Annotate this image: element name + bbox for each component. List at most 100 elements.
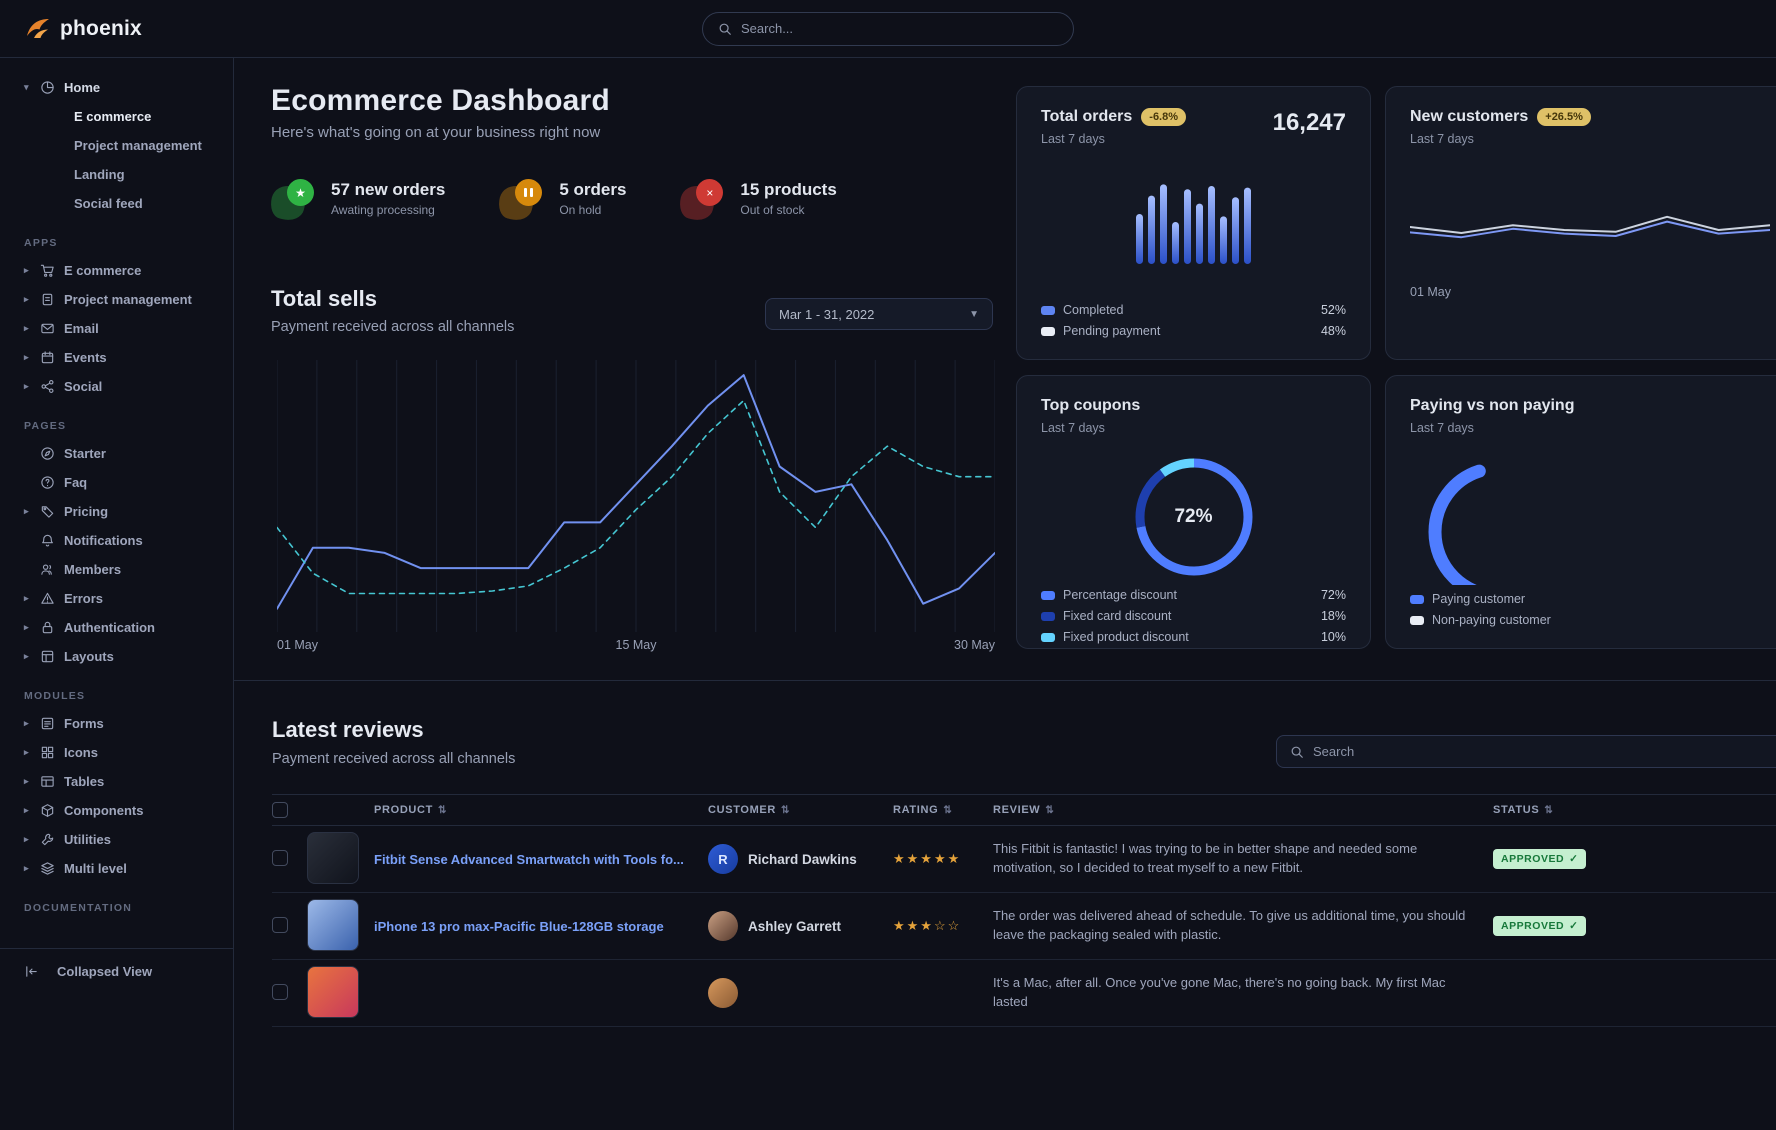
legend-item: Pending payment 48% — [1041, 324, 1346, 338]
bell-icon — [40, 533, 56, 549]
product-cell: Fitbit Sense Advanced Smartwatch with To… — [374, 852, 708, 867]
column-header-product[interactable]: PRODUCT ⇅ — [374, 804, 708, 816]
card-period: Last 7 days — [1041, 132, 1105, 146]
date-range-select[interactable]: Mar 1 - 31, 2022 ▼ — [765, 298, 993, 330]
sidebar-item-label: Members — [64, 562, 122, 577]
table-row: Fitbit Sense Advanced Smartwatch with To… — [272, 826, 1776, 893]
new-customers-card: New customers +26.5% Last 7 days 01 May — [1385, 86, 1776, 360]
top-coupons-card: Top coupons Last 7 days 72% Percentage d… — [1016, 375, 1371, 649]
sidebar-item-errors[interactable]: ▸ Errors — [0, 584, 233, 613]
page-subtitle: Here's what's going on at your business … — [271, 124, 601, 141]
row-checkbox[interactable] — [272, 983, 288, 1000]
select-all-checkbox[interactable] — [272, 802, 288, 818]
thumb-cell — [307, 898, 374, 954]
reviews-table-head: PRODUCT ⇅ CUSTOMER ⇅ RATING ⇅ REVIEW ⇅ S… — [272, 794, 1776, 826]
status-badge: APPROVED ✓ — [1493, 916, 1587, 936]
latest-reviews-section: Latest reviews Payment received across a… — [234, 680, 1776, 1130]
sidebar-item-home[interactable]: ▾ Home — [0, 73, 233, 102]
caret-right-icon: ▸ — [24, 776, 29, 786]
approved-check-icon: ✓ — [1569, 853, 1579, 865]
sidebar-section-label: MODULES — [24, 690, 86, 702]
caret-down-icon: ▾ — [24, 82, 29, 92]
column-header-review[interactable]: REVIEW ⇅ — [993, 804, 1493, 816]
column-header-status[interactable]: STATUS ⇅ — [1493, 804, 1776, 816]
form-icon — [40, 716, 56, 732]
mail-icon — [40, 321, 56, 337]
sidebar-item-project-management[interactable]: Project management — [0, 131, 233, 160]
caret-right-icon: ▸ — [24, 593, 29, 603]
sidebar-item-faq[interactable]: Faq — [0, 468, 233, 497]
sidebar-item-social[interactable]: ▸ Social — [0, 372, 233, 401]
sidebar-item-project-management[interactable]: ▸ Project management — [0, 285, 233, 314]
pause-icon — [495, 176, 545, 224]
sidebar-item-events[interactable]: ▸ Events — [0, 343, 233, 372]
stat-subtitle: On hold — [559, 202, 602, 217]
orders-legend: Completed 52% Pending payment 48% — [1041, 296, 1346, 338]
sidebar-item-label: Social — [64, 379, 103, 394]
product-cell: iPhone 13 pro max-Pacific Blue-128GB sto… — [374, 919, 708, 934]
kpi-cards: Total orders -6.8% Last 7 days 16,247 Co… — [1016, 86, 1776, 649]
card-period: Last 7 days — [1041, 421, 1105, 435]
caret-right-icon: ▸ — [24, 718, 29, 728]
customer-name: Ashley Garrett — [748, 918, 842, 934]
layout-icon — [40, 649, 56, 665]
legend-swatch — [1041, 611, 1055, 621]
product-link[interactable]: Fitbit Sense Advanced Smartwatch with To… — [374, 851, 684, 867]
brand-name: phoenix — [60, 16, 142, 40]
sidebar-item-e-commerce[interactable]: E commerce — [0, 102, 233, 131]
sidebar-section-label: DOCUMENTATION — [24, 902, 133, 914]
caret-right-icon: ▸ — [24, 352, 29, 362]
customer-name: Richard Dawkins — [748, 851, 857, 867]
pie-chart-icon — [40, 80, 56, 96]
sidebar-item-starter[interactable]: Starter — [0, 439, 233, 468]
stat-subtitle: Awating processing — [331, 202, 435, 217]
sidebar-item-label: Components — [64, 803, 144, 818]
total-sells-chart — [276, 360, 996, 632]
legend-value: 48% — [1320, 324, 1346, 338]
sidebar-item-authentication[interactable]: ▸ Authentication — [0, 613, 233, 642]
global-search-input[interactable] — [741, 21, 1058, 36]
sidebar-item-layouts[interactable]: ▸ Layouts — [0, 642, 233, 671]
legend-item: Percentage discount 72% — [1041, 588, 1346, 602]
stat-item: × 15 products Out of stock — [676, 176, 837, 224]
row-checkbox[interactable] — [272, 916, 288, 933]
row-checkbox[interactable] — [272, 849, 288, 866]
sidebar-item-utilities[interactable]: ▸ Utilities — [0, 825, 233, 854]
reviews-search-input[interactable] — [1313, 744, 1776, 759]
sidebar-item-notifications[interactable]: Notifications — [0, 526, 233, 555]
sidebar-item-members[interactable]: Members — [0, 555, 233, 584]
caret-right-icon: ▸ — [24, 294, 29, 304]
collapsed-view-toggle[interactable]: Collapsed View — [24, 963, 233, 979]
sidebar-item-tables[interactable]: ▸ Tables — [0, 767, 233, 796]
product-link[interactable]: iPhone 13 pro max-Pacific Blue-128GB sto… — [374, 918, 664, 934]
sidebar-item-label: Project management — [64, 292, 192, 307]
sidebar-section-label: PAGES — [24, 420, 67, 432]
sidebar-item-e-commerce[interactable]: ▸ E commerce — [0, 256, 233, 285]
stats-row: ★ 57 new orders Awating processing 5 ord… — [267, 176, 837, 224]
sidebar-item-multi-level[interactable]: ▸ Multi level — [0, 854, 233, 883]
card-title: Top coupons — [1041, 397, 1141, 414]
legend-swatch — [1410, 615, 1424, 625]
sidebar-item-email[interactable]: ▸ Email — [0, 314, 233, 343]
legend-item: Paying customer — [1410, 592, 1776, 606]
legend-value: 18% — [1320, 609, 1346, 623]
sidebar-item-icons[interactable]: ▸ Icons — [0, 738, 233, 767]
column-header-customer[interactable]: CUSTOMER ⇅ — [708, 804, 893, 816]
brand-logo[interactable]: phoenix — [0, 15, 142, 42]
wrench-icon — [40, 832, 56, 848]
sidebar-item-social-feed[interactable]: Social feed — [0, 189, 233, 218]
caret-right-icon: ▸ — [24, 265, 29, 275]
sidebar-item-pricing[interactable]: ▸ Pricing — [0, 497, 233, 526]
sidebar-item-label: Forms — [64, 716, 104, 731]
sidebar-item-label: Tables — [64, 774, 105, 789]
legend-label: Paying customer — [1432, 592, 1526, 606]
coupons-legend: Percentage discount 72% Fixed card disco… — [1041, 581, 1346, 644]
sidebar-item-label: E commerce — [64, 263, 142, 278]
x-tick: 01 May — [1410, 285, 1451, 299]
sidebar-item-forms[interactable]: ▸ Forms — [0, 709, 233, 738]
donut-center-value: 72% — [1174, 506, 1213, 527]
legend-swatch — [1410, 594, 1424, 604]
column-header-rating[interactable]: RATING ⇅ — [893, 804, 993, 816]
sidebar-item-components[interactable]: ▸ Components — [0, 796, 233, 825]
sidebar-item-landing[interactable]: Landing — [0, 160, 233, 189]
